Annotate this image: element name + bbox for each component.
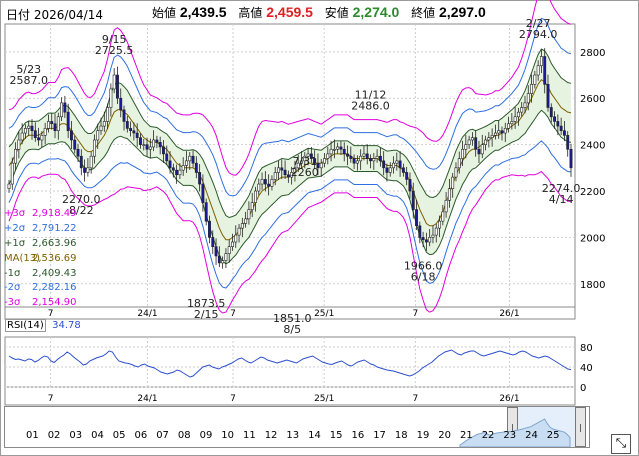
legend-item: MA(13) 2,536.69 — [4, 252, 77, 267]
navigator-month: 24 — [525, 430, 538, 441]
expand-icon[interactable]: ⤡ — [611, 434, 631, 454]
rsi-label: RSI(14) 34.78 — [5, 319, 81, 332]
navigator-month: 15 — [329, 430, 343, 441]
legend-item: +1σ 2,663.96 — [4, 237, 77, 252]
navigator-area — [459, 418, 571, 447]
navigator-month: 07 — [156, 430, 169, 441]
navigator-month: 18 — [394, 430, 408, 441]
navigator-month: 06 — [134, 430, 148, 441]
legend-value: 2,663.96 — [32, 237, 77, 249]
range-right-handle[interactable]: | — [575, 407, 586, 447]
legend-item: -3σ 2,154.90 — [4, 296, 77, 311]
navigator-month: 14 — [308, 430, 321, 441]
legend-label: -2σ — [4, 282, 21, 294]
navigator-month: 13 — [286, 430, 300, 441]
navigator-month: 25 — [546, 430, 560, 441]
navigator-month: 02 — [47, 430, 61, 441]
legend-value: 2,918.49 — [32, 208, 77, 219]
date-readout: 日付 2026/04/14 — [6, 8, 103, 22]
navigator-month: 05 — [112, 430, 126, 441]
close-label: 終値 — [411, 6, 436, 20]
legend-label: +3σ — [4, 208, 26, 219]
navigator-month: 09 — [199, 430, 213, 441]
high-value: 2,459.5 — [266, 4, 313, 20]
legend-item: +2σ 2,791.22 — [4, 222, 77, 237]
legend-item: +3σ 2,918.49 — [4, 207, 77, 222]
navigator-month: 19 — [416, 430, 430, 441]
legend-label: -3σ — [4, 297, 21, 309]
navigator-month: 04 — [91, 430, 104, 441]
navigator-month: 22 — [481, 430, 495, 441]
navigator-month: 08 — [177, 430, 191, 441]
navigator-month: 10 — [221, 430, 235, 441]
legend-item: -1σ 2,409.43 — [4, 267, 77, 282]
open-value: 2,439.5 — [179, 4, 227, 20]
bollinger-legend: +3σ 2,918.49 +2σ 2,791.22 +1σ 2,663.96 MA(13) 2… — [4, 207, 77, 311]
rsi-title: RSI(14) — [5, 319, 46, 332]
navigator-month: 01 — [26, 430, 39, 441]
legend-value: 2,282.16 — [32, 282, 77, 294]
high-label: 高値 — [238, 6, 263, 20]
legend-value: 2,409.43 — [32, 267, 77, 279]
navigator-month: 16 — [351, 430, 365, 441]
navigator-month: 17 — [373, 430, 386, 441]
navigator-month: 20 — [438, 430, 452, 441]
range-navigator[interactable]: | | — [4, 406, 590, 448]
legend-item: -2σ 2,282.16 — [4, 281, 77, 296]
navigator-month: 23 — [503, 430, 517, 441]
navigator-month: 12 — [264, 430, 278, 441]
close-value: 2,297.0 — [439, 4, 486, 20]
legend-label: -1σ — [4, 267, 21, 279]
legend-value: 2,791.22 — [32, 222, 77, 234]
legend-value: 2,154.90 — [32, 297, 77, 309]
legend-value: 2,536.69 — [32, 252, 77, 264]
legend-label: MA(13) — [4, 252, 40, 264]
rsi-value: 34.78 — [52, 320, 81, 331]
low-label: 安値 — [324, 6, 349, 20]
legend-label: +2σ — [4, 222, 26, 234]
navigator-month: 03 — [69, 430, 83, 441]
navigator-month: 21 — [460, 430, 473, 441]
navigator-month-labels: 01 02 03 04 05 06 07 08 09 10 11 12 13 14 15 16 17 18 19 20… — [0, 430, 600, 444]
open-label: 始値 — [152, 6, 177, 20]
navigator-month: 11 — [243, 430, 256, 441]
ohlc-readout: 始値 2,439.5 高値 2,459.5 安値 2,274.0 終値 2,29… — [152, 4, 494, 21]
legend-label: +1σ — [4, 237, 26, 249]
navigator-overview — [459, 418, 571, 447]
low-value: 2,274.0 — [352, 4, 400, 20]
